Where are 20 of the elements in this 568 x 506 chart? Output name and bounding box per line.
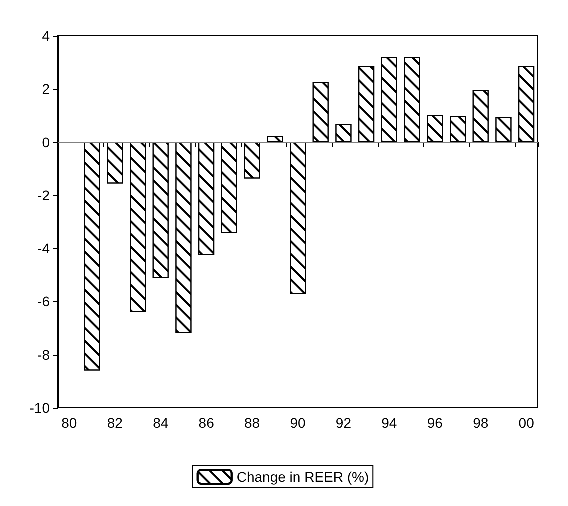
x-tick-label: 00 [518,415,535,431]
y-tick-label: 0 [42,134,50,150]
legend-label: Change in REER (%) [236,469,370,485]
x-tick-label: 80 [62,415,78,431]
x-tick-label: 86 [198,415,215,431]
y-tick-label: -4 [38,240,50,257]
x-tick-label: 92 [336,415,352,431]
y-tick-label: 2 [42,81,50,98]
x-tick-label: 98 [473,415,489,431]
x-tick-label: 96 [427,415,444,431]
x-tick-label: 82 [107,415,124,431]
x-tick-label: 90 [290,415,306,431]
y-tick-label: -8 [38,346,50,363]
y-tick-label: -2 [38,187,50,204]
y-tick-label: -10 [30,400,50,416]
y-tick-label: -6 [38,294,50,310]
x-tick-label: 88 [244,415,260,431]
x-tick-label: 94 [382,415,398,431]
x-tick-label: 84 [153,415,169,431]
y-tick-label: 4 [42,28,50,44]
